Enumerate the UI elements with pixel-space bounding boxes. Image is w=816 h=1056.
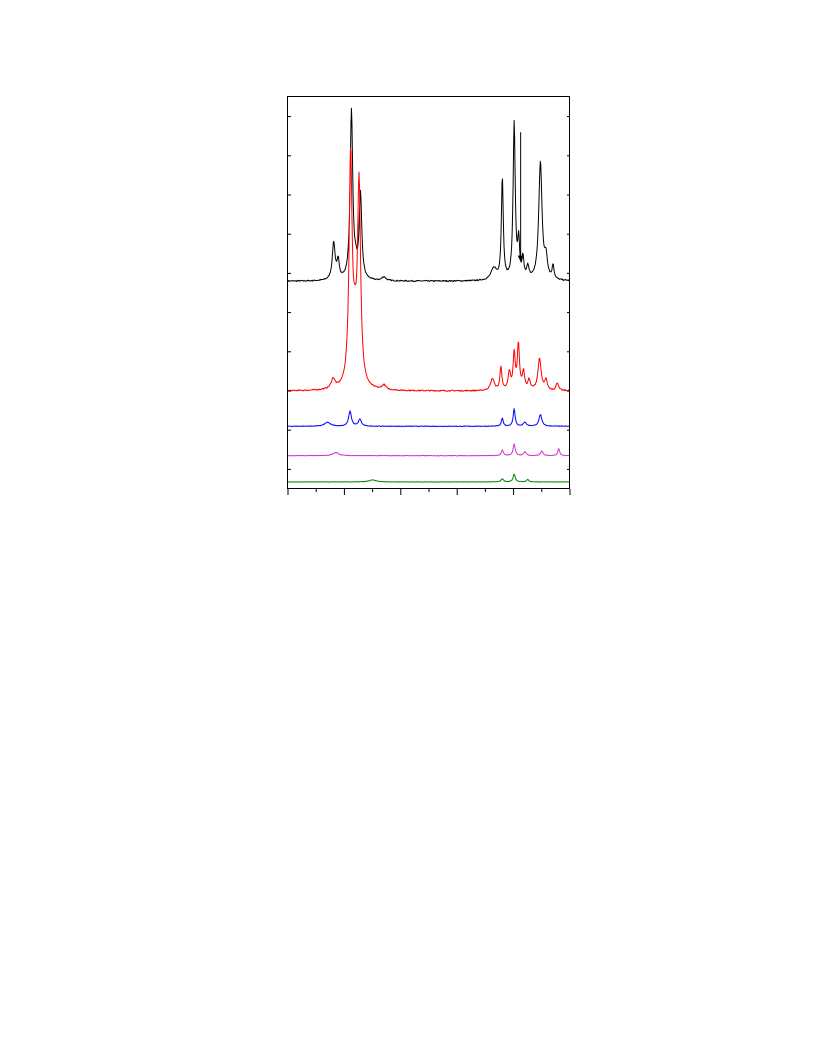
axis-ticks <box>287 116 571 495</box>
series-line-2 <box>287 147 571 392</box>
arrow-head <box>517 255 524 262</box>
series-line-5 <box>287 473 571 483</box>
plot-frame <box>287 96 570 489</box>
annotations <box>517 132 524 262</box>
series-line-1 <box>287 107 571 282</box>
series-line-4 <box>287 443 571 457</box>
series-line-3 <box>287 408 571 428</box>
series-traces <box>287 107 571 483</box>
